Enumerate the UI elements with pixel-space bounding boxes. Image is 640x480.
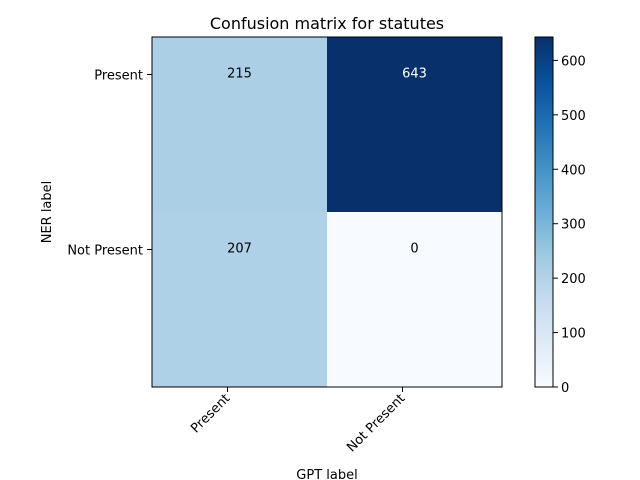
colorbar-tick-label: 300 xyxy=(561,218,586,233)
heatmap-cell xyxy=(327,212,502,387)
colorbar-tick-label: 200 xyxy=(561,272,586,287)
cell-value-label: 0 xyxy=(410,242,418,257)
colorbar-tick-label: 400 xyxy=(561,163,586,178)
x-axis-label: GPT label xyxy=(296,468,357,480)
heatmap-cell xyxy=(152,212,327,387)
heatmap-cell xyxy=(152,37,327,212)
y-axis-ticks: Present Not Present xyxy=(67,69,152,259)
colorbar-tick-label: 0 xyxy=(561,381,569,396)
y-tick-label: Not Present xyxy=(67,244,143,259)
colorbar-ticks: 0 100 200 300 400 500 600 xyxy=(553,54,586,396)
x-tick-label: Not Present xyxy=(344,391,408,455)
y-axis-label: NER label xyxy=(40,181,55,244)
x-tick-label: Present xyxy=(188,391,233,436)
x-axis-ticks: Present Not Present xyxy=(188,387,408,455)
heatmap-cells: 215 643 207 0 xyxy=(152,37,502,387)
cell-value-label: 215 xyxy=(227,67,252,82)
cell-value-label: 643 xyxy=(402,67,427,82)
chart-title: Confusion matrix for statutes xyxy=(210,14,444,33)
y-tick-label: Present xyxy=(94,69,143,84)
heatmap-cell xyxy=(327,37,502,212)
cell-value-label: 207 xyxy=(227,242,252,257)
colorbar xyxy=(534,36,554,388)
colorbar-tick-label: 500 xyxy=(561,109,586,124)
colorbar-tick-label: 600 xyxy=(561,54,586,69)
heatmap-frame xyxy=(151,36,503,388)
colorbar-tick-label: 100 xyxy=(561,327,586,342)
